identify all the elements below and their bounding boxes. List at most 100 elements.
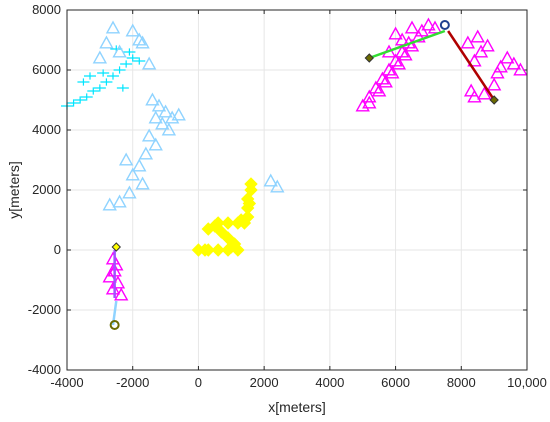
data-point [211, 243, 225, 257]
data-point [477, 86, 492, 100]
data-point [394, 32, 410, 46]
x-tick-label: 0 [195, 375, 202, 390]
data-point [242, 196, 257, 211]
data-point [80, 93, 93, 101]
x-axis-ticks: -4000 -2000 0 2000 4000 6000 8000 10,000 [50, 10, 547, 390]
y-tick-label: 6000 [32, 62, 61, 77]
data-point [97, 69, 110, 77]
data-point [463, 83, 479, 97]
data-point [270, 179, 285, 193]
data-point [244, 177, 258, 191]
data-marks [61, 17, 528, 330]
data-point [93, 84, 106, 92]
x-tick-label: 6000 [381, 375, 410, 390]
y-axis-label: y[meters] [6, 161, 22, 219]
key-marker [489, 95, 499, 105]
data-point [84, 72, 96, 80]
data-point [234, 213, 248, 227]
y-tick-label: 2000 [32, 182, 61, 197]
plot-frame [66, 9, 528, 371]
data-point [145, 92, 160, 106]
data-point [385, 65, 400, 79]
y-tick-label: 0 [54, 242, 61, 257]
data-point [120, 60, 133, 68]
data-point [378, 74, 393, 88]
data-point [87, 87, 100, 95]
data-point [107, 72, 119, 80]
data-point [148, 110, 163, 124]
key-marker [111, 242, 121, 252]
y-tick-label: -2000 [28, 302, 61, 317]
data-point [132, 32, 147, 46]
x-tick-label: -4000 [50, 375, 83, 390]
y-tick-label: -4000 [28, 362, 61, 377]
data-point [122, 185, 137, 199]
data-point [125, 23, 140, 37]
data-point [371, 83, 387, 97]
data-point [486, 77, 502, 91]
data-point [161, 122, 177, 136]
y-axis-ticks: -4000 -2000 0 2000 4000 6000 8000 [28, 2, 527, 377]
x-tick-label: -2000 [116, 375, 149, 390]
x-tick-label: 4000 [315, 375, 344, 390]
key-marker [439, 20, 450, 30]
data-point [398, 47, 413, 61]
x-tick-label: 2000 [250, 375, 279, 390]
data-point [112, 44, 127, 58]
data-point [155, 116, 170, 130]
data-point [362, 95, 377, 109]
data-point [467, 53, 482, 67]
data-point [355, 98, 370, 112]
data-point [138, 146, 154, 160]
data-point [135, 176, 150, 190]
data-point [201, 222, 215, 236]
data-point [141, 128, 157, 142]
data-point [224, 240, 238, 254]
data-point [141, 56, 157, 70]
data-point [421, 17, 436, 31]
data-point [513, 62, 528, 76]
data-point [414, 23, 430, 37]
data-point [113, 66, 126, 74]
data-point [99, 35, 114, 49]
data-point [118, 152, 134, 166]
key-marker [364, 53, 374, 63]
data-point [391, 56, 407, 70]
data-point [105, 281, 121, 295]
y-tick-label: 8000 [32, 2, 61, 17]
data-point [102, 269, 117, 283]
data-point [102, 197, 117, 211]
data-point [67, 99, 80, 107]
data-point [132, 158, 147, 172]
y-tick-label: 4000 [32, 122, 61, 137]
data-point [164, 110, 180, 124]
data-point [126, 54, 139, 62]
data-point [221, 216, 235, 230]
data-point [105, 20, 121, 34]
x-tick-label: 10,000 [507, 375, 547, 390]
data-point [470, 29, 485, 43]
data-point [490, 65, 505, 79]
key-marker [109, 320, 120, 330]
data-point [158, 104, 173, 118]
data-point [198, 243, 212, 257]
data-point [211, 216, 225, 230]
data-point [92, 50, 108, 64]
data-point [148, 137, 163, 151]
data-point [427, 20, 443, 34]
data-point [506, 56, 522, 70]
data-point [135, 35, 150, 49]
data-point [500, 50, 515, 64]
data-point [100, 78, 113, 86]
data-point [116, 84, 129, 92]
data-point [114, 287, 129, 301]
data-point [151, 98, 167, 112]
data-point [109, 257, 124, 271]
path-line [368, 29, 446, 60]
data-point [133, 57, 146, 65]
data-point [77, 78, 90, 86]
data-point [404, 20, 420, 34]
data-point [123, 48, 136, 56]
data-point [74, 96, 87, 104]
